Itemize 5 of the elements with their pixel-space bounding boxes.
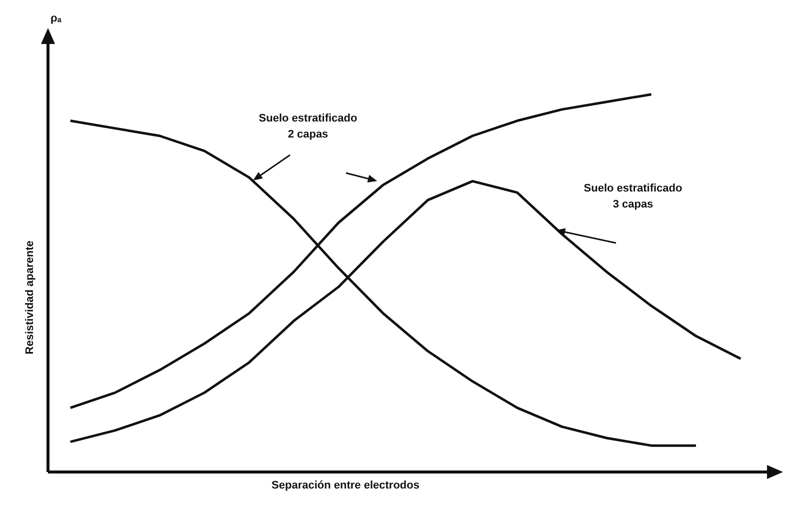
annotation: Suelo estratificado 3 capas — [584, 182, 682, 211]
text: ρₐ — [50, 12, 62, 25]
y-axis-title: Resistividad aparente — [24, 240, 36, 354]
annotation: Suelo estratificado 2 capas — [258, 112, 358, 141]
x-axis-title: Separación entre electrodos — [272, 480, 420, 492]
